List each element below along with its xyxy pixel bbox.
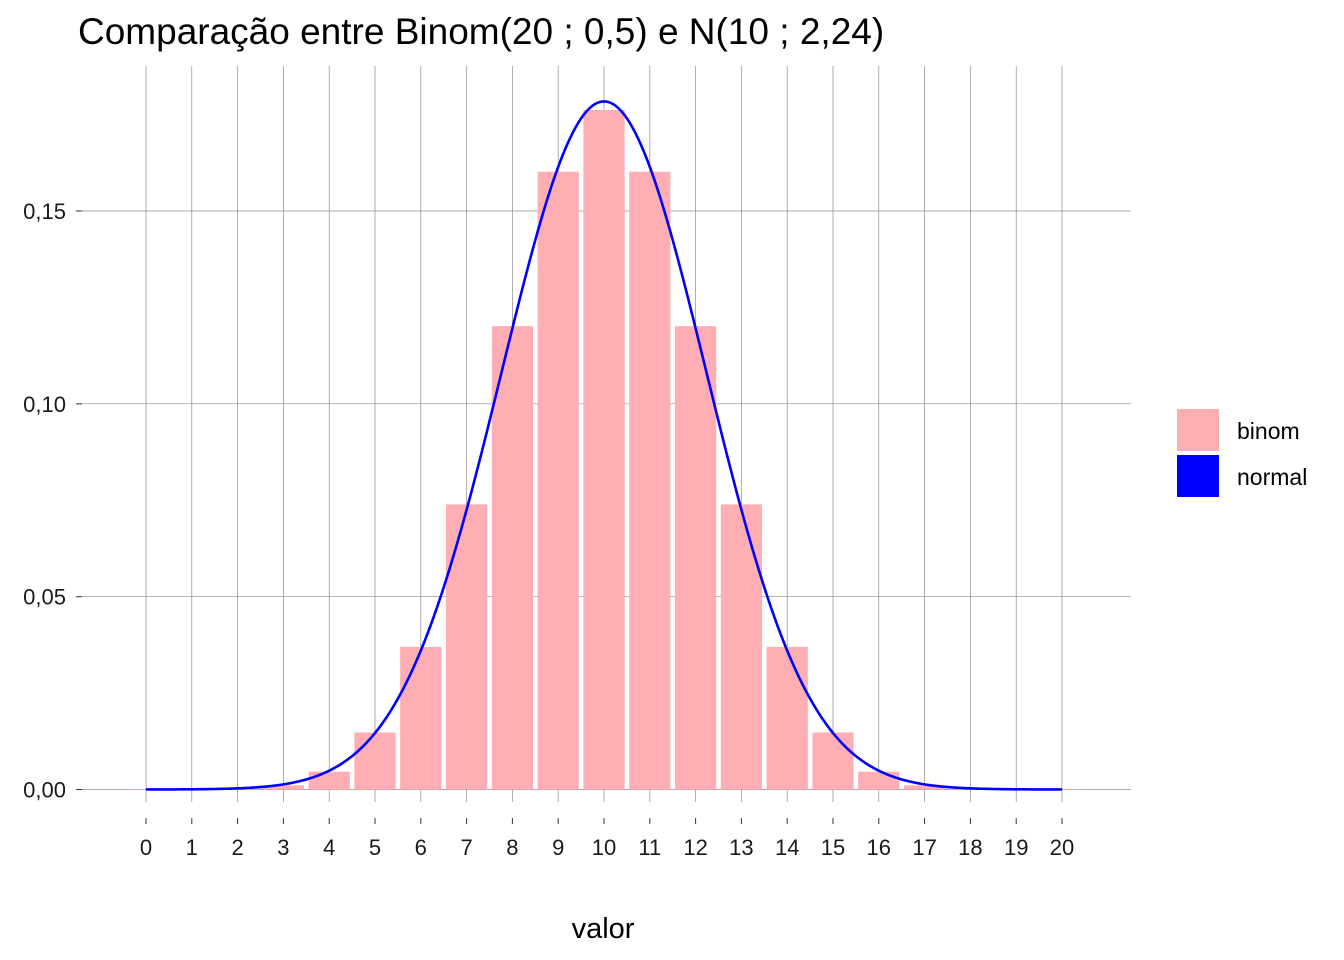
legend-key-normal: [1177, 455, 1219, 497]
normal-curve: [146, 100, 1062, 791]
legend-label-binom: binom: [1237, 418, 1300, 444]
bar-13: [720, 504, 763, 790]
bar-3: [262, 785, 305, 790]
bar-8: [491, 326, 534, 790]
x-tick-label-13: 13: [729, 835, 753, 860]
x-tick-label-9: 9: [552, 835, 564, 860]
bar-10: [583, 109, 625, 790]
bar-16: [858, 771, 900, 790]
y-tick-label-0: 0,00: [23, 778, 66, 803]
bar-15: [812, 732, 854, 790]
x-tick-label-19: 19: [1004, 835, 1028, 860]
binom-bars: [125, 109, 1083, 790]
normal-density-line: [146, 100, 1062, 791]
y-tick-label-3: 0,15: [23, 199, 66, 224]
x-tick-label-7: 7: [460, 835, 472, 860]
x-tick-label-3: 3: [277, 835, 289, 860]
bar-7: [445, 504, 488, 790]
x-tick-label-20: 20: [1050, 835, 1074, 860]
x-axis-ticks: 0 1 2 3 4 5 6 7 8 9 10 11 12 13 14 15 16 17 18 19 20: [140, 818, 1074, 860]
bar-14: [766, 646, 808, 790]
y-axis-ticks: 0,00 0,05 0,10 0,15: [23, 199, 82, 803]
x-tick-label-18: 18: [958, 835, 982, 860]
x-tick-label-4: 4: [323, 835, 335, 860]
x-tick-label-0: 0: [140, 835, 152, 860]
x-tick-label-6: 6: [415, 835, 427, 860]
x-tick-label-1: 1: [186, 835, 198, 860]
y-tick-label-1: 0,05: [23, 585, 66, 610]
bar-4: [308, 771, 350, 790]
x-tick-label-11: 11: [638, 835, 661, 860]
x-tick-label-8: 8: [506, 835, 518, 860]
x-tick-label-5: 5: [369, 835, 381, 860]
bar-17: [903, 785, 946, 790]
bar-9: [537, 171, 579, 790]
x-tick-label-2: 2: [231, 835, 243, 860]
x-axis-title: valor: [572, 913, 635, 945]
x-tick-label-14: 14: [775, 835, 799, 860]
legend-key-binom: [1177, 409, 1219, 451]
x-tick-label-16: 16: [867, 835, 891, 860]
y-tick-label-2: 0,10: [23, 392, 66, 417]
bar-5: [354, 732, 396, 790]
bar-11: [629, 171, 671, 790]
bar-12: [674, 326, 717, 790]
x-tick-label-12: 12: [683, 835, 707, 860]
x-tick-label-15: 15: [821, 835, 845, 860]
chart-title: Comparação entre Binom(20 ; 0,5) e N(10 …: [78, 11, 884, 52]
legend: binom normal: [1177, 409, 1307, 497]
x-tick-label-17: 17: [912, 835, 936, 860]
bar-6: [400, 646, 442, 790]
x-tick-label-10: 10: [592, 835, 616, 860]
legend-label-normal: normal: [1237, 464, 1307, 490]
